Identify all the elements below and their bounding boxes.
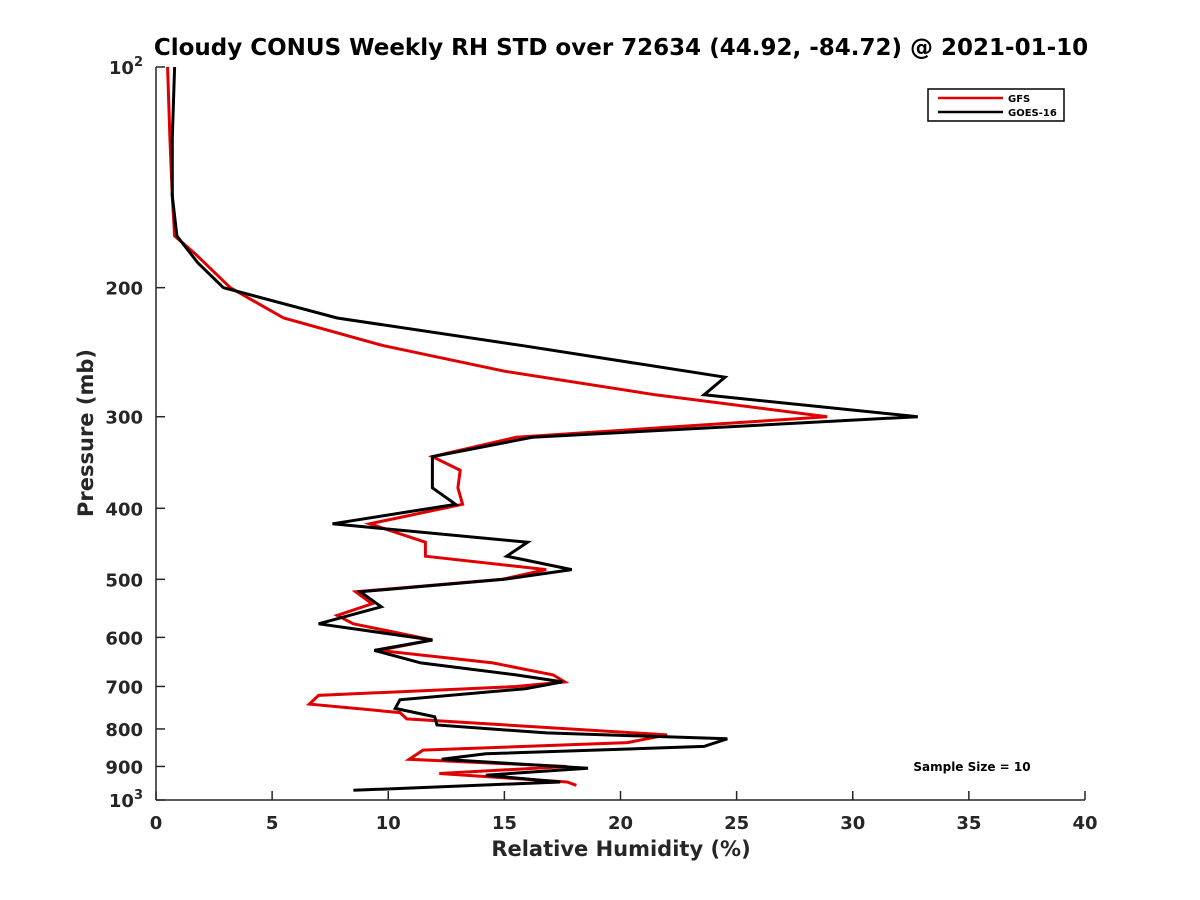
legend-box [927,88,1065,122]
legend-label: GFS [1008,94,1030,105]
legend: GFS GOES-16 [927,88,1065,122]
y-axis-label: Pressure (mb) [74,349,98,517]
sample-size-annotation: Sample Size = 10 [913,760,1030,774]
x-axis-label: Relative Humidity (%) [491,837,750,861]
x-tick-label: 25 [724,813,749,834]
x-tick-label: 35 [956,813,981,834]
y-tick-label: 600 [105,628,143,649]
x-tick-label: 15 [492,813,517,834]
y-tick-label: 900 [105,757,143,778]
y-tick-label: 700 [105,677,143,698]
y-tick-label: 800 [105,720,143,741]
y-tick-label: 102 [109,55,143,79]
x-tick-label: 5 [266,813,279,834]
y-tick-label: 500 [105,570,143,591]
y-axis-ticks: 102 200 300 400 500 600 700 800 900 103 [105,55,165,812]
y-tick-label: 200 [105,279,143,300]
x-tick-label: 0 [150,813,163,834]
x-tick-label: 10 [376,813,401,834]
x-tick-label: 40 [1072,813,1097,834]
x-tick-label: 20 [608,813,633,834]
legend-label: GOES-16 [1008,108,1057,119]
series-layer [166,66,918,792]
y-tick-label: 300 [105,408,143,429]
series-line-gfs [166,66,828,787]
plot-area: 0 5 10 15 20 25 30 35 40 102 200 300 400 500 600 700 80… [105,55,1097,834]
y-tick-label: 400 [105,499,143,520]
chart-title: Cloudy CONUS Weekly RH STD over 72634 (4… [154,35,1088,61]
x-axis-ticks: 0 5 10 15 20 25 30 35 40 [150,791,1098,834]
x-tick-label: 30 [840,813,865,834]
y-tick-label: 103 [109,788,143,812]
series-line-goes-16 [170,66,918,792]
